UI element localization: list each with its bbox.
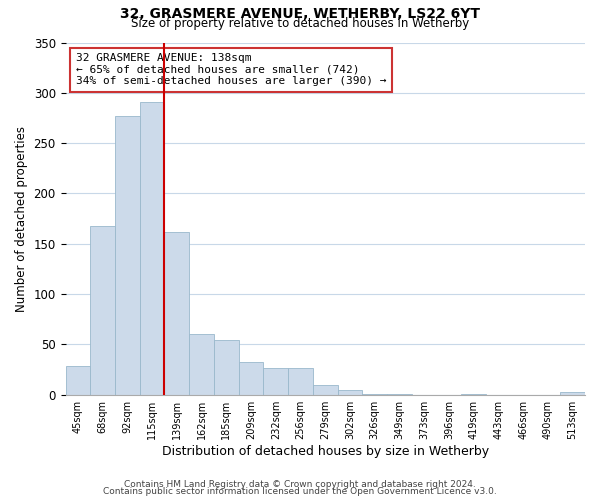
Bar — [239, 362, 263, 394]
Text: Contains HM Land Registry data © Crown copyright and database right 2024.: Contains HM Land Registry data © Crown c… — [124, 480, 476, 489]
Bar — [313, 384, 338, 394]
Bar — [164, 232, 189, 394]
Bar — [189, 334, 214, 394]
Bar — [115, 116, 140, 394]
Text: 32 GRASMERE AVENUE: 138sqm
← 65% of detached houses are smaller (742)
34% of sem: 32 GRASMERE AVENUE: 138sqm ← 65% of deta… — [76, 53, 386, 86]
Text: Contains public sector information licensed under the Open Government Licence v3: Contains public sector information licen… — [103, 487, 497, 496]
Bar — [263, 368, 288, 394]
Y-axis label: Number of detached properties: Number of detached properties — [15, 126, 28, 312]
Bar — [288, 368, 313, 394]
Bar — [65, 366, 90, 394]
Text: 32, GRASMERE AVENUE, WETHERBY, LS22 6YT: 32, GRASMERE AVENUE, WETHERBY, LS22 6YT — [120, 8, 480, 22]
Bar — [560, 392, 585, 394]
Bar — [338, 390, 362, 394]
Bar — [140, 102, 164, 395]
Bar — [90, 226, 115, 394]
X-axis label: Distribution of detached houses by size in Wetherby: Distribution of detached houses by size … — [162, 444, 489, 458]
Text: Size of property relative to detached houses in Wetherby: Size of property relative to detached ho… — [131, 18, 469, 30]
Bar — [214, 340, 239, 394]
